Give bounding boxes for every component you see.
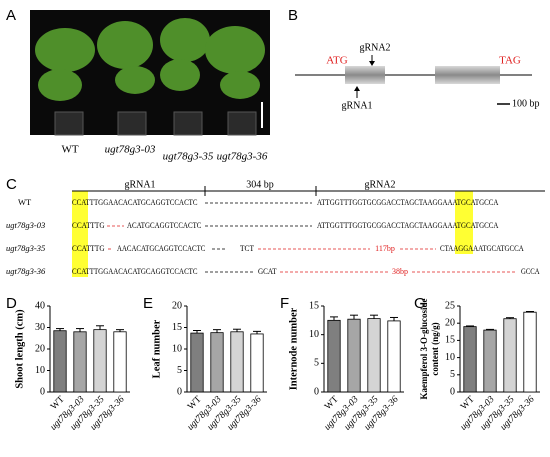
y-tick-label: 15 [445,335,455,346]
sequence: ATTGGTTTGGTGCGGACCTAGCTAAGGAAATGCATGCCA [317,198,499,207]
row-name: ugt78g3-03 [6,220,45,230]
genotype-label: ugt78g3-36 [217,151,268,163]
y-tick-label: 10 [445,352,455,363]
error-bar [506,317,514,319]
error-bar [96,325,104,330]
bar [53,330,67,393]
error-bar [350,314,358,320]
stop-codon: TAG [499,55,521,67]
genotype-label: WT [61,144,78,156]
deletion-size: 38bp [392,267,408,276]
bar [327,319,341,393]
y-tick-label: 10 [172,343,182,354]
bar [347,318,361,393]
y-tick-label: 40 [35,300,45,311]
y-tick-label: 20 [445,317,455,328]
y-tick-label: 15 [172,322,182,333]
alignment-decor [72,186,545,277]
y-tick-label: 20 [35,343,45,354]
sequence: CCATTTGGAACACATGCAGGTCCACTC [72,267,198,276]
panel-label: D [6,295,17,312]
error-bar [213,329,221,333]
y-tick-label: 20 [172,300,182,311]
y-tick-label: 15 [309,300,319,311]
error-bar [76,328,84,332]
alignment-header: gRNA1 [124,179,155,190]
y-tick-label: 0 [40,386,45,397]
panel-label: C [6,176,17,193]
bar [250,333,264,393]
genotype-label: ugt78g3-35 [163,151,214,163]
y-axis-label: Kaempferol 3-O-glucoside [419,298,429,399]
y-axis-label: Internode number [288,307,299,390]
guide-label: gRNA1 [341,100,372,111]
y-tick-label: 10 [35,365,45,376]
y-tick-label: 25 [445,300,455,311]
start-codon: ATG [326,55,347,67]
sequence: GCAT [258,267,277,276]
panel-label: E [143,295,153,312]
bar [483,329,497,393]
y-tick-label: 0 [177,386,182,397]
panel-label: B [288,7,298,24]
panel-label: G [414,295,426,312]
y-tick-label: 5 [314,358,319,369]
error-bar [486,328,494,331]
error-bar [466,325,474,327]
error-bar [330,316,338,321]
y-tick-label: 30 [35,322,45,333]
y-axis-label: content (ng/g) [430,322,440,375]
plant-photo [30,10,270,136]
error-bar [116,329,124,332]
deletion-size: 117bp [375,244,395,253]
sequence: TCT [240,244,254,253]
panel-label: A [6,7,16,24]
bar [230,331,244,393]
row-name: WT [18,197,32,207]
error-bar [526,311,534,313]
bar [190,332,204,393]
error-bar [193,330,201,334]
sequence: ACATGCAGGTCCACTC [127,221,201,230]
bar [387,320,401,393]
sequence: CCATTTG [72,221,105,230]
error-bar [370,314,378,319]
row-name: ugt78g3-35 [6,243,45,253]
bar [463,326,477,393]
bar [210,332,224,393]
bar [523,311,537,393]
scale-label: 100 bp [512,98,540,109]
y-tick-label: 5 [177,365,182,376]
sequence: AACACATGCAGGTCCACTC [117,244,205,253]
y-axis-label: Leaf number [151,319,162,378]
error-bar [253,330,261,334]
bar [503,318,517,393]
row-name: ugt78g3-36 [6,266,46,276]
error-bar [390,316,398,321]
sequence: CCATTTG [72,244,105,253]
sequence: GCCA [521,267,540,276]
y-tick-label: 10 [309,329,319,340]
alignment-header: 304 bp [246,179,274,190]
y-tick-label: 0 [450,386,455,397]
y-tick-label: 5 [450,369,455,380]
genotype-label: ugt78g3-03 [105,144,156,156]
bar [367,318,381,393]
error-bar [56,328,64,331]
sequence: CTAAGGAAATGCATGCCA [440,244,524,253]
gene-model [295,55,532,105]
sequence: CCATTTGGAACACATGCAGGTCCACTC [72,198,198,207]
error-bar [233,328,241,332]
alignment-header: gRNA2 [364,179,395,190]
bar [93,329,107,393]
bar [73,331,87,393]
y-tick-label: 0 [314,386,319,397]
panel-label: F [280,295,289,312]
bar [113,331,127,393]
sequence: ATTGGTTTGGTGCGGACCTAGCTAAGGAAATGCATGCCA [317,221,499,230]
guide-label: gRNA2 [359,42,390,53]
y-axis-label: Shoot length (cm) [14,309,25,389]
